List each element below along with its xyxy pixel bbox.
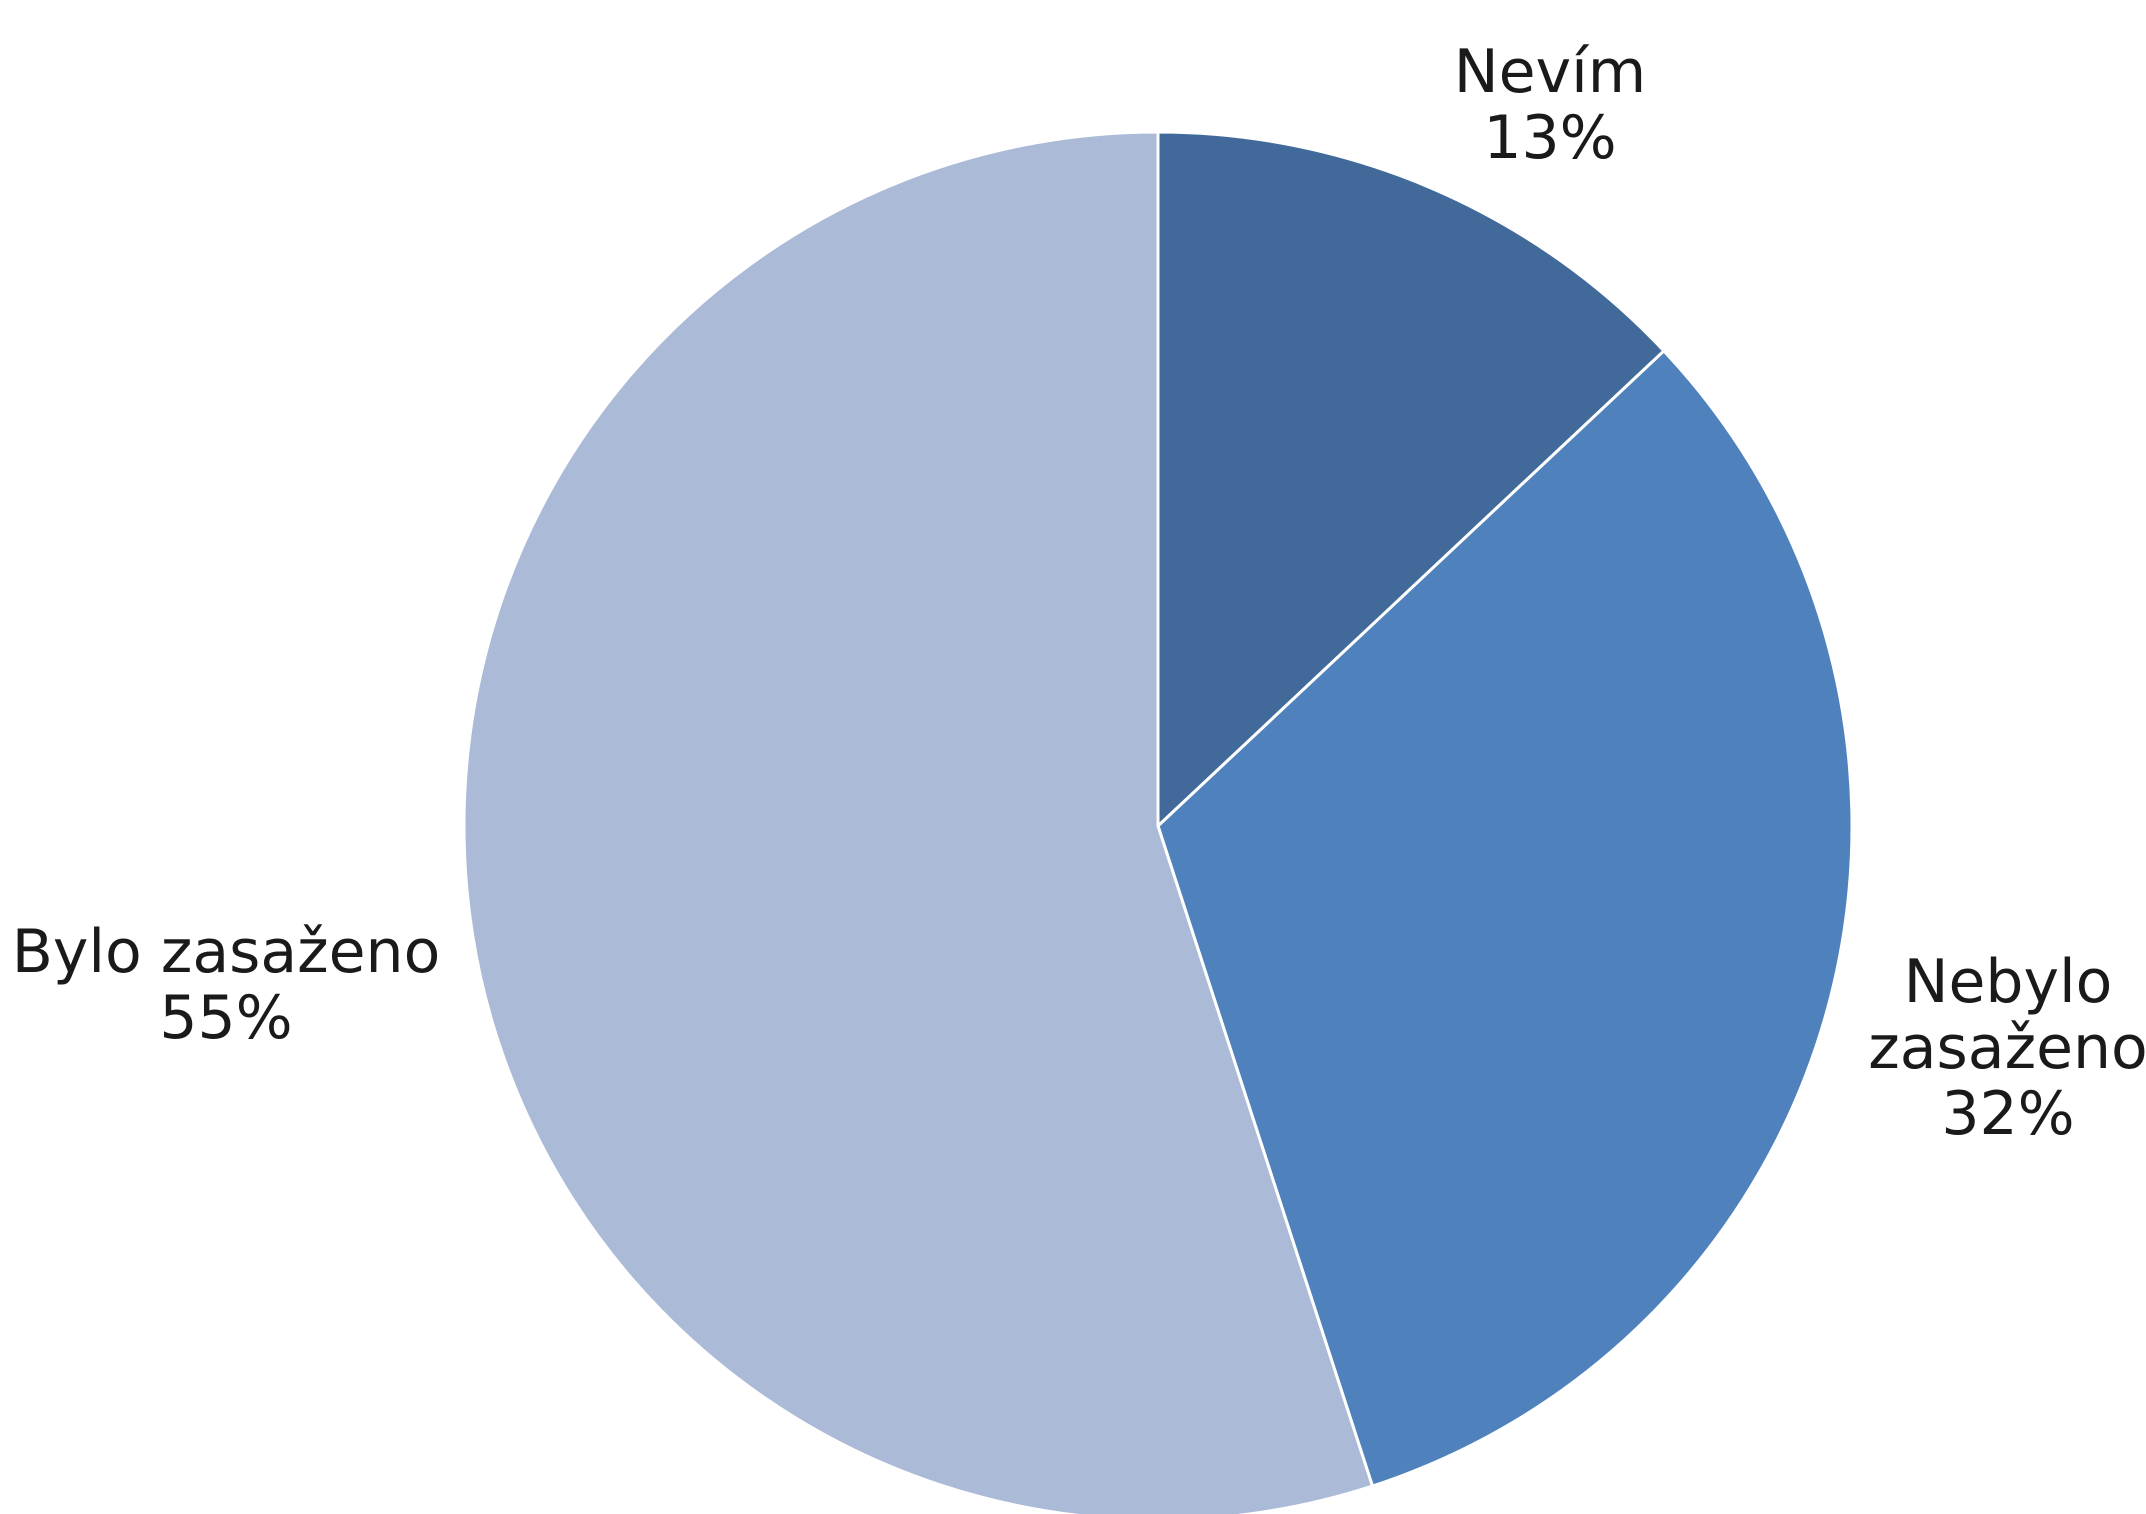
slice-3-category-label: Bylo zasaženo: [12, 917, 441, 987]
slices-layer: [462, 130, 1854, 1514]
slice-3-percent-label: 55%: [159, 983, 292, 1053]
slice-2-percent-label: 32%: [1941, 1079, 2074, 1149]
slice-1-category-label: Nevím: [1454, 37, 1646, 107]
pie-slice-3: [462, 130, 1374, 1514]
pie-slice-1: [1156, 130, 1666, 828]
pie-slice-2: [1156, 349, 1854, 1488]
slice-2-category-label: zasaženo: [1868, 1013, 2146, 1083]
slice-2-category-label: Nebylo: [1904, 947, 2113, 1017]
slice-1-percent-label: 13%: [1483, 103, 1616, 173]
